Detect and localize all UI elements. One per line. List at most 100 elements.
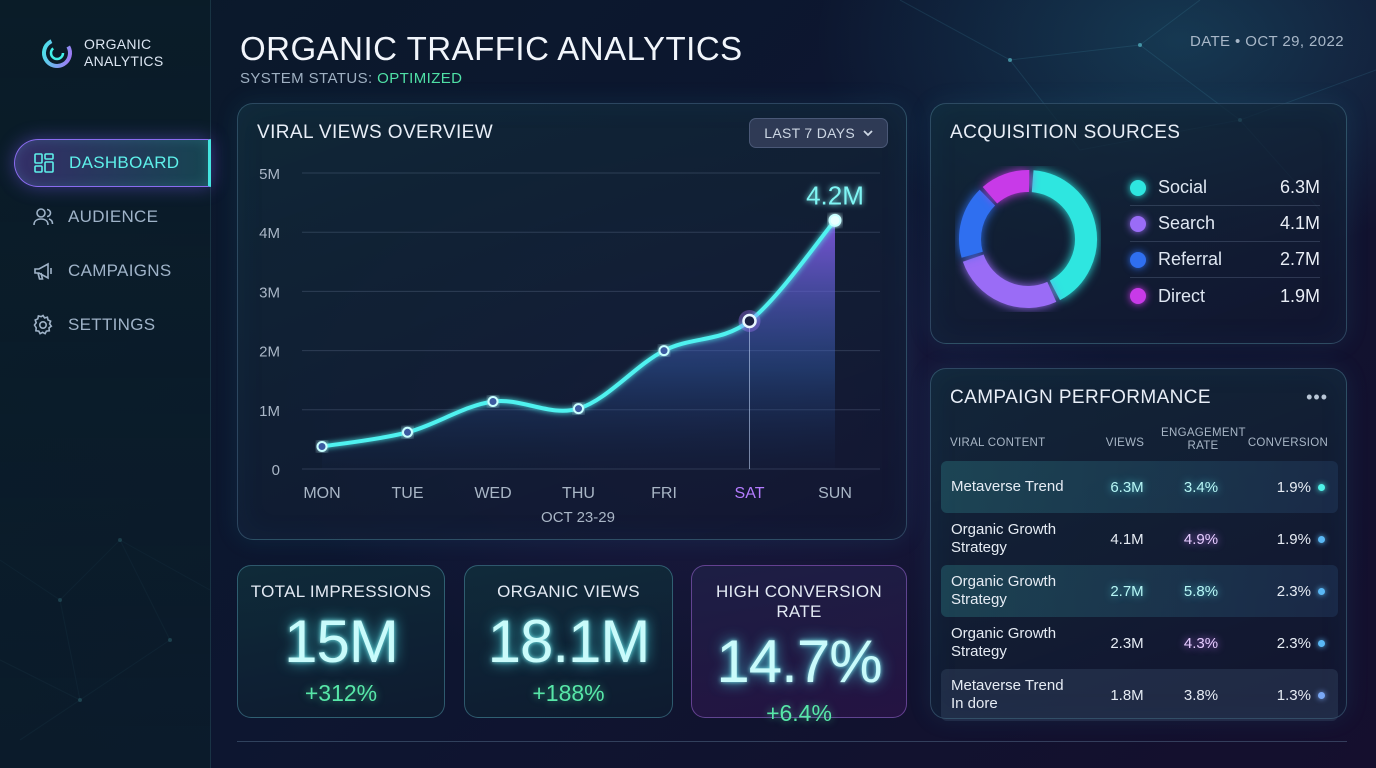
campaign-engagement: 3.8% [1183,686,1219,704]
kpi-value: 14.7% [716,628,882,695]
date-range-dropdown[interactable]: LAST 7 DAYS [749,118,888,148]
sidebar-item-settings[interactable]: SETTINGS [14,301,211,349]
col-conversion: CONVERSION [1247,437,1329,449]
date-display: DATE • OCT 29, 2022 [1189,33,1344,50]
legend-item-social[interactable]: Social 6.3M [1130,170,1320,206]
area-fill [322,220,835,469]
sidebar-item-label: CAMPAIGNS [68,261,172,280]
legend-dot [1130,179,1146,196]
campaign-name: Organic Growth Strategy [951,521,1057,556]
table-row[interactable]: Organic Growth Strategy 4.1M 4.9% 1.9% [941,513,1338,565]
campaign-engagement: 4.3% [1183,634,1219,652]
x-tick-label: SAT [735,485,765,502]
acquisition-donut-chart [959,170,1097,308]
legend-dot [1130,215,1146,232]
donut-slice-direct[interactable] [982,170,1030,204]
sidebar-item-audience[interactable]: AUDIENCE [14,193,211,241]
brand[interactable]: ORGANIC ANALYTICS [40,36,163,70]
users-icon [33,208,54,226]
data-point[interactable] [316,441,328,453]
sidebar-item-campaigns[interactable]: CAMPAIGNS [14,247,211,295]
donut-slice-referral[interactable] [959,189,996,258]
campaign-engagement: 5.8% [1183,582,1219,600]
status-dot [1318,565,1326,617]
gear-icon [33,314,53,335]
x-tick-label: TUE [392,485,424,502]
acquisition-legend: Social 6.3M Search 4.1M Referral 2.7M Direct 1.… [1130,170,1320,314]
campaign-views: 2.3M [1110,634,1144,652]
megaphone-icon [34,262,52,280]
campaign-name: Organic Growth Strategy [951,625,1057,660]
table-row[interactable]: Organic Growth Strategy 2.3M 4.3% 2.3% [941,617,1338,669]
more-options-icon[interactable]: ••• [1306,387,1328,407]
campaign-conversion: 1.9% [1276,478,1311,496]
kpi-delta: +188% [532,680,605,706]
legend-value: 6.3M [1279,177,1320,197]
x-tick-label: FRI [651,485,677,502]
campaign-name: Metaverse Trend In dore [951,677,1064,712]
y-tick-label: 2M [259,344,280,361]
campaign-conversion: 2.3% [1276,582,1311,600]
status-value: OPTIMIZED [377,70,463,87]
legend-value: 1.9M [1279,285,1320,306]
kpi-value: 15M [284,608,399,675]
table-row[interactable]: Organic Growth Strategy 2.7M 5.8% 2.3% [941,565,1338,617]
kpi-high-conversion-rate: HIGH CONVERSION RATE 14.7% +6.4% [691,565,907,726]
brand-logo-icon [42,38,72,68]
donut-slice-social[interactable] [1031,170,1097,301]
brand-line-1: ORGANIC [84,36,152,52]
legend-item-direct[interactable]: Direct 1.9M [1130,278,1320,314]
col-viral-content: VIRAL CONTENT [950,437,1046,449]
acquisition-title: ACQUISITION SOURCES [950,122,1181,143]
brand-line-2: ANALYTICS [84,53,164,69]
data-point[interactable] [402,426,413,438]
data-point[interactable] [658,345,670,357]
campaign-views: 1.8M [1110,686,1144,704]
legend-name: Direct [1158,285,1206,306]
brand-name: ORGANIC ANALYTICS [84,36,163,70]
x-tick-label: WED [474,485,511,502]
sidebar-item-dashboard[interactable]: DASHBOARD [14,139,211,187]
data-point[interactable] [742,313,757,329]
campaign-name: Organic Growth Strategy [951,573,1057,608]
legend-value: 4.1M [1279,213,1320,233]
kpi-total-impressions: TOTAL IMPRESSIONS 15M +312% [237,565,445,718]
status-dot [1318,669,1326,721]
kpi-value: 18.1M [487,608,651,675]
legend-name: Referral [1158,249,1223,269]
data-point[interactable] [828,213,842,227]
legend-dot [1130,288,1146,304]
acquisition-sources-panel: ACQUISITION SOURCES Social 6.3M Search 4.1M… [930,103,1347,344]
chevron-down-icon [863,130,873,137]
sidebar-item-label: AUDIENCE [68,207,159,226]
legend-dot [1130,251,1146,268]
y-tick-label: 4M [259,225,280,242]
kpi-label: HIGH CONVERSION RATE [715,582,883,621]
kpi-label: ORGANIC VIEWS [497,582,640,601]
table-row[interactable]: Metaverse Trend 6.3M 3.4% 1.9% [941,461,1338,513]
legend-name: Search [1158,213,1216,233]
status-dot [1318,617,1326,669]
campaign-performance-panel: CAMPAIGN PERFORMANCE ••• VIRAL CONTENT V… [930,368,1347,721]
data-point[interactable] [487,396,499,408]
campaign-conversion: 2.3% [1276,634,1311,652]
kpi-delta: +6.4% [766,700,832,726]
sidebar-item-label: SETTINGS [68,315,156,334]
viral-views-panel: 0 1M 2M 3M 4M 5M 4.2M MON TUE WED THU FRI SAT SUN OCT … [237,103,907,540]
col-engagement-line2: RATE [1187,440,1219,452]
campaign-conversion: 1.9% [1276,530,1311,548]
donut-slice-search[interactable] [962,254,1057,308]
status-label: SYSTEM STATUS: [240,70,373,87]
campaign-name: Metaverse Trend [951,478,1064,495]
data-point[interactable] [573,403,584,415]
legend-item-search[interactable]: Search 4.1M [1130,206,1320,242]
sidebar-nav: DASHBOARD AUDIENCE CAMPAIGNS SETTINGS [14,139,211,355]
campaign-engagement: 3.4% [1183,478,1219,496]
system-status: SYSTEM STATUS: OPTIMIZED [240,70,462,87]
legend-name: Social [1158,177,1208,197]
table-row[interactable]: Metaverse Trend In dore 1.8M 3.8% 1.3% [941,669,1338,721]
x-tick-label: MON [303,485,340,502]
legend-item-referral[interactable]: Referral 2.7M [1130,242,1320,278]
peak-value-label: 4.2M [806,180,864,210]
campaign-engagement: 4.9% [1183,530,1219,548]
